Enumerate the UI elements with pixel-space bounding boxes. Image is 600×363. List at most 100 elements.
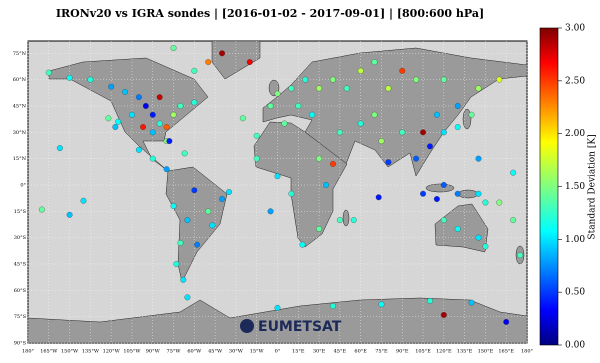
station-point bbox=[316, 85, 323, 92]
x-tick-label: 75°W bbox=[167, 349, 182, 355]
station-point bbox=[503, 318, 510, 325]
station-point bbox=[399, 129, 406, 136]
station-point bbox=[440, 182, 447, 188]
station-point bbox=[156, 94, 163, 101]
station-point bbox=[454, 103, 461, 109]
y-tick-label: 90°S bbox=[14, 341, 27, 347]
logo: EUMETSAT bbox=[258, 319, 342, 335]
station-point bbox=[475, 85, 482, 92]
station-point bbox=[475, 234, 482, 241]
colorbar-tick-label: 2.50 bbox=[565, 76, 585, 86]
station-point bbox=[454, 190, 461, 197]
station-point bbox=[343, 85, 350, 92]
station-point bbox=[170, 45, 177, 51]
y-tick-label: 45°N bbox=[13, 103, 27, 109]
y-tick-label: 30°S bbox=[14, 235, 27, 241]
x-tick-label: 180° bbox=[521, 349, 534, 355]
station-point bbox=[191, 99, 198, 106]
x-tick-label: 15°W bbox=[250, 349, 265, 355]
station-point bbox=[105, 115, 112, 122]
station-point bbox=[142, 103, 149, 109]
station-point bbox=[45, 69, 52, 76]
x-tick-label: 165°W bbox=[40, 349, 58, 355]
colorbar-tick-label: 1.00 bbox=[565, 235, 585, 245]
station-point bbox=[80, 197, 87, 204]
station-point bbox=[184, 217, 191, 224]
y-tick-label: 75°N bbox=[13, 51, 27, 57]
station-point bbox=[184, 294, 191, 301]
logo-icon bbox=[240, 319, 254, 333]
station-point bbox=[177, 103, 184, 109]
station-point bbox=[205, 59, 212, 66]
station-point bbox=[371, 59, 378, 66]
station-point bbox=[239, 115, 246, 122]
x-tick-label: 75°E bbox=[375, 349, 388, 355]
station-point bbox=[433, 196, 440, 202]
station-point bbox=[219, 196, 226, 202]
station-point bbox=[399, 67, 406, 74]
colorbar-label: Standard Deviation [K] bbox=[588, 134, 598, 239]
x-tick-label: 135°E bbox=[457, 349, 473, 355]
station-point bbox=[413, 155, 420, 162]
station-point bbox=[385, 85, 392, 92]
station-point bbox=[170, 203, 177, 209]
station-point bbox=[517, 252, 524, 259]
colorbar-tick-label: 1.50 bbox=[565, 182, 585, 192]
station-point bbox=[288, 85, 295, 92]
x-tick-label: 60°W bbox=[187, 349, 202, 355]
station-point bbox=[510, 169, 517, 176]
station-point bbox=[440, 311, 447, 318]
y-tick-label: 15°S bbox=[14, 209, 27, 215]
x-tick-label: 105°E bbox=[415, 349, 431, 355]
station-point bbox=[135, 146, 142, 153]
station-point bbox=[38, 206, 45, 213]
station-point bbox=[181, 150, 188, 157]
station-point bbox=[209, 222, 216, 229]
station-point bbox=[108, 83, 115, 90]
x-tick-label: 150°W bbox=[61, 349, 79, 355]
x-tick-label: 90°W bbox=[146, 349, 161, 355]
station-point bbox=[129, 111, 135, 118]
station-point bbox=[420, 129, 426, 136]
station-point bbox=[413, 76, 420, 83]
station-point bbox=[66, 211, 73, 218]
station-point bbox=[253, 155, 260, 162]
x-tick-label: 90°E bbox=[396, 349, 409, 355]
station-point bbox=[267, 103, 274, 109]
station-point bbox=[135, 94, 142, 101]
station-point bbox=[140, 124, 146, 130]
station-point bbox=[295, 103, 302, 109]
x-tick-label: 45°E bbox=[334, 349, 347, 355]
station-point bbox=[336, 129, 343, 136]
station-point bbox=[274, 304, 281, 311]
station-point bbox=[205, 208, 212, 215]
station-point bbox=[288, 190, 295, 197]
station-point bbox=[482, 199, 489, 206]
station-point bbox=[454, 124, 461, 130]
station-point bbox=[371, 111, 378, 118]
station-point bbox=[274, 90, 281, 97]
station-point bbox=[299, 241, 306, 248]
x-tick-label: 30°W bbox=[229, 349, 244, 355]
x-tick-label: 105°W bbox=[123, 349, 141, 355]
y-tick-label: 0° bbox=[20, 182, 26, 188]
station-point bbox=[427, 297, 433, 304]
station-point bbox=[226, 189, 232, 195]
station-point bbox=[122, 88, 128, 95]
station-point bbox=[385, 159, 392, 166]
station-point bbox=[177, 239, 184, 246]
station-point bbox=[309, 111, 316, 118]
station-point bbox=[163, 124, 170, 130]
colorbar-tick-label: 0.00 bbox=[565, 341, 585, 351]
x-tick-label: 165°E bbox=[498, 349, 514, 355]
station-point bbox=[56, 145, 63, 152]
station-point bbox=[329, 76, 336, 83]
y-tick-label: 45°S bbox=[14, 261, 27, 267]
station-point bbox=[475, 190, 482, 197]
chart-title: IRONv20 vs IGRA sondes | [2016-01-02 - 2… bbox=[56, 7, 484, 20]
station-point bbox=[468, 111, 475, 118]
colorbar-tick-label: 2.00 bbox=[565, 129, 585, 139]
station-point bbox=[350, 217, 357, 224]
station-point bbox=[440, 76, 447, 83]
station-point bbox=[246, 59, 253, 66]
